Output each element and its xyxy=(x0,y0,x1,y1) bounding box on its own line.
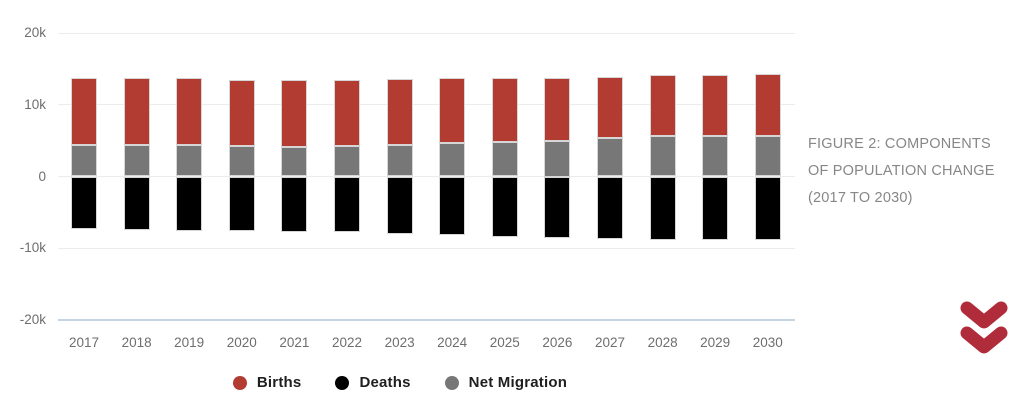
y-axis-tick-label: 10k xyxy=(24,96,46,112)
bar-segment-net-migration-2022 xyxy=(334,145,360,177)
bar-segment-deaths-2023 xyxy=(386,176,413,234)
figure-caption-line: OF POPULATION CHANGE xyxy=(808,163,995,179)
bar-segment-net-migration-2029 xyxy=(702,136,729,177)
bar-segment-net-migration-2024 xyxy=(439,143,466,177)
legend-label: Deaths xyxy=(359,374,411,391)
legend-item-net-migration[interactable]: Net Migration xyxy=(444,374,568,391)
figure-caption: FIGURE 2: COMPONENTS OF POPULATION CHANG… xyxy=(808,131,1018,212)
y-axis-tick-label: 0 xyxy=(38,168,46,184)
x-axis-tick-label: 2028 xyxy=(647,335,678,350)
bar-segment-net-migration-2028 xyxy=(649,136,676,177)
y-axis-tick-label: 20k xyxy=(24,25,46,40)
bar-segment-births-2018 xyxy=(123,78,150,145)
legend-item-births[interactable]: Births xyxy=(232,374,302,391)
x-axis-tick-label: 2017 xyxy=(68,335,100,350)
bar-segment-births-2023 xyxy=(386,78,413,145)
population-change-chart: 20k 10k 0 -10k -20k 2017 2018 2019 2020 2021 2022 2… xyxy=(19,25,795,350)
bar-segment-deaths-2017 xyxy=(71,176,97,229)
bar-segment-net-migration-2020 xyxy=(228,145,255,177)
x-axis-tick-label: 2025 xyxy=(489,335,520,350)
chart-legend: Births Deaths Net Migration xyxy=(0,374,800,391)
bar-segment-deaths-2021 xyxy=(281,176,308,233)
legend-swatch-icon xyxy=(232,375,247,390)
bar-segment-births-2022 xyxy=(334,79,360,146)
bar-segment-deaths-2018 xyxy=(123,176,150,230)
bar-segment-births-2029 xyxy=(702,75,729,137)
x-axis-tick-label: 2019 xyxy=(174,335,205,350)
y-axis-tick-label: -20k xyxy=(19,312,46,327)
x-axis-tick-label: 2027 xyxy=(594,335,626,350)
bar-segment-deaths-2027 xyxy=(597,176,623,239)
bar-segment-births-2021 xyxy=(281,79,308,148)
x-axis-tick-label: 2021 xyxy=(279,335,310,350)
bar-segment-deaths-2019 xyxy=(176,176,203,232)
double-chevron-down-icon xyxy=(960,301,1008,354)
x-axis-tick-label: 2029 xyxy=(700,335,731,350)
bar-segment-deaths-2026 xyxy=(544,176,571,239)
gridline xyxy=(58,32,795,34)
x-axis-tick-label: 2024 xyxy=(437,335,468,350)
bar-segment-births-2025 xyxy=(491,78,518,143)
figure-caption-line: (2017 TO 2030) xyxy=(808,190,913,206)
bar-segment-deaths-2020 xyxy=(228,176,255,232)
bar-segment-net-migration-2018 xyxy=(123,144,150,177)
x-axis-tick-label: 2018 xyxy=(121,335,152,350)
legend-swatch-icon xyxy=(335,375,350,390)
x-axis-tick-label: 2026 xyxy=(542,335,573,350)
bar-segment-net-migration-2026 xyxy=(544,140,571,177)
x-axis-tick-label: 2020 xyxy=(226,335,257,350)
figure-caption-line: FIGURE 2: COMPONENTS xyxy=(808,136,991,152)
bar-segment-births-2017 xyxy=(71,78,97,145)
bar-segment-net-migration-2019 xyxy=(176,144,203,177)
bar-segment-deaths-2029 xyxy=(702,176,729,241)
x-axis-tick-label: 2030 xyxy=(752,335,783,350)
gridline xyxy=(58,247,795,249)
bar-segment-births-2026 xyxy=(544,78,571,141)
legend-label: Net Migration xyxy=(468,374,568,391)
gridline xyxy=(58,176,795,177)
legend-label: Births xyxy=(256,374,302,391)
y-axis-tick-label: -10k xyxy=(19,240,46,256)
bar-segment-deaths-2025 xyxy=(491,176,518,238)
bar-segment-deaths-2022 xyxy=(334,176,360,233)
bar-segment-net-migration-2021 xyxy=(281,147,308,177)
bar-segment-births-2020 xyxy=(228,79,255,146)
bar-segment-births-2030 xyxy=(754,73,781,136)
legend-item-deaths[interactable]: Deaths xyxy=(335,374,410,391)
bar-segment-deaths-2028 xyxy=(649,176,676,240)
bar-segment-net-migration-2023 xyxy=(386,144,413,177)
bar-segment-net-migration-2017 xyxy=(71,144,97,177)
bar-segment-net-migration-2027 xyxy=(597,137,623,177)
bar-segment-births-2027 xyxy=(597,76,623,138)
x-axis-line xyxy=(58,319,795,321)
bar-segment-births-2024 xyxy=(439,78,466,144)
gridline xyxy=(58,104,795,106)
scroll-down-button[interactable] xyxy=(958,300,1010,358)
x-axis-tick-label: 2023 xyxy=(384,335,415,350)
bar-segment-net-migration-2025 xyxy=(491,142,518,177)
bar-segment-births-2019 xyxy=(176,78,203,145)
legend-swatch-icon xyxy=(444,375,459,390)
bar-segment-net-migration-2030 xyxy=(754,135,781,177)
bar-segment-deaths-2024 xyxy=(439,176,466,236)
bar-segment-births-2028 xyxy=(649,75,676,137)
x-axis-tick-label: 2022 xyxy=(331,335,363,350)
bar-segment-deaths-2030 xyxy=(754,176,781,241)
